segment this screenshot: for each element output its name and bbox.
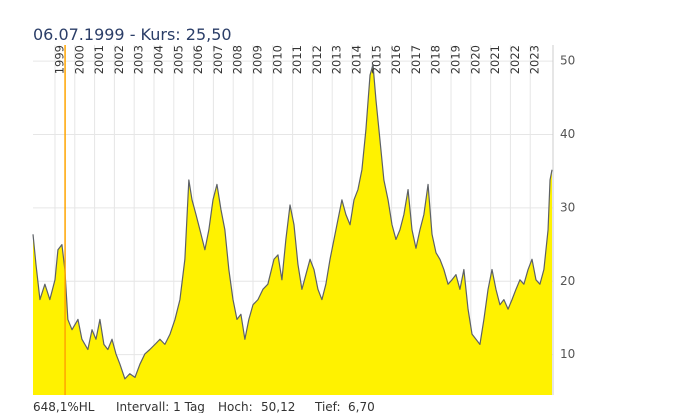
footer-text: Hoch:: [218, 400, 253, 413]
x-tick-label: 2001: [92, 45, 106, 74]
x-tick-label: 2019: [449, 45, 463, 74]
y-tick-label: 30: [560, 200, 575, 214]
x-tick-label: 2022: [508, 45, 522, 74]
chart-title: 06.07.1999 - Kurs: 25,50: [33, 25, 232, 44]
x-tick-label: 2004: [151, 45, 165, 74]
y-tick-label: 20: [560, 274, 575, 288]
x-tick-label: 2003: [132, 45, 146, 74]
x-tick-label: 2016: [389, 45, 403, 74]
x-tick-label: 2018: [429, 45, 443, 74]
footer-text: Intervall: 1 Tag: [116, 400, 205, 413]
y-tick-label: 40: [560, 127, 575, 141]
x-tick-label: 2013: [330, 45, 344, 74]
footer-text: Tief:: [314, 400, 341, 413]
x-tick-label: 2023: [528, 45, 542, 74]
x-tick-label: 2012: [310, 45, 324, 74]
x-tick-label: 2010: [270, 45, 284, 74]
x-tick-label: 2021: [488, 45, 502, 74]
x-tick-label: 2007: [211, 45, 225, 74]
x-tick-label: 2002: [112, 45, 126, 74]
footer-text: 648,1%HL: [33, 400, 95, 413]
price-area: [33, 64, 553, 395]
x-tick-label: 2005: [171, 45, 185, 74]
x-tick-label: 2015: [369, 45, 383, 74]
footer-text: 50,12: [261, 400, 295, 413]
y-tick-label: 50: [560, 54, 575, 68]
footer-text: 6,70: [348, 400, 375, 413]
x-tick-label: 2000: [72, 45, 86, 74]
price-line: [32, 64, 553, 380]
x-tick-label: 1999: [52, 45, 66, 74]
x-tick-label: 2020: [468, 45, 482, 74]
x-tick-label: 2009: [251, 45, 265, 74]
y-tick-label: 10: [560, 347, 575, 361]
x-tick-label: 2017: [409, 45, 423, 74]
x-tick-label: 2011: [290, 45, 304, 74]
x-tick-label: 2014: [350, 45, 364, 74]
x-tick-label: 2006: [191, 45, 205, 74]
x-tick-label: 2008: [231, 45, 245, 74]
